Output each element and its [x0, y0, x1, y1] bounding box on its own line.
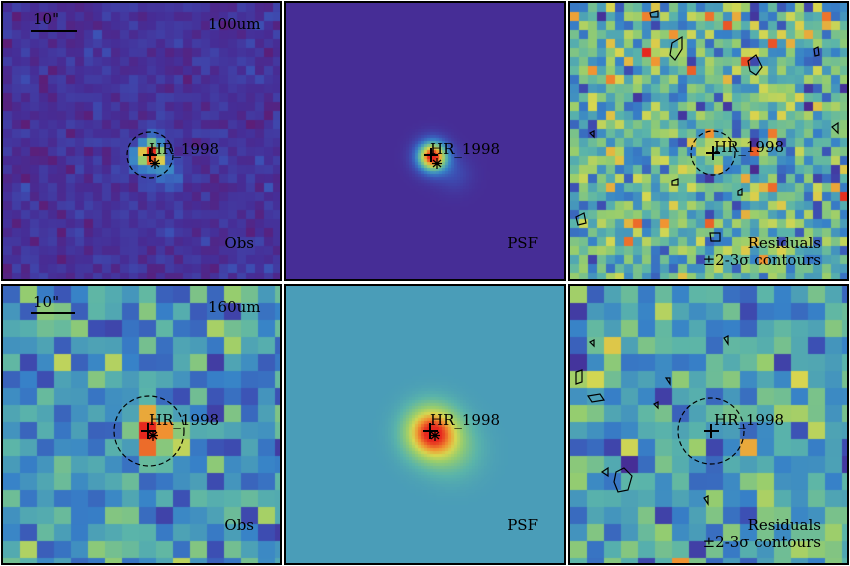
panel-sublabel-contours: ±2-3σ contours	[702, 533, 821, 551]
residual-contours	[575, 10, 839, 242]
position-cross	[704, 424, 719, 438]
aperture-circle	[113, 395, 185, 467]
position-cross	[143, 148, 157, 162]
panel-label-psf: PSF	[507, 234, 538, 252]
overlay-100um-residuals	[575, 10, 839, 242]
image-100um-residuals	[570, 3, 847, 279]
image-100um-obs	[3, 3, 280, 279]
scale-bar	[31, 30, 77, 32]
scale-label: 10"	[33, 293, 59, 311]
panel-label-obs: Obs	[224, 516, 254, 534]
image-100um-psf	[286, 3, 564, 279]
panel-100um-psf: HR_1998 PSF	[284, 1, 566, 281]
scale-label: 10"	[33, 10, 59, 28]
overlay-160um-obs	[113, 395, 185, 467]
source-label: HR_1998	[149, 140, 220, 158]
source-label: HR_1998	[430, 140, 501, 158]
star-marker	[432, 158, 442, 169]
panel-label-residuals: Residuals	[747, 234, 821, 252]
scale-bar	[31, 312, 75, 314]
source-label: HR_1998	[430, 411, 501, 429]
band-label: 160um	[208, 298, 261, 316]
aperture-circle	[690, 130, 736, 176]
overlay-160um-psf	[423, 423, 440, 441]
image-160um-psf	[286, 286, 564, 563]
image-160um-residuals	[570, 286, 847, 563]
panel-sublabel-contours: ±2-3σ contours	[702, 251, 821, 269]
position-cross	[706, 146, 720, 160]
star-marker	[150, 158, 160, 169]
panel-160um-obs: 10" 160um HR_1998 Obs	[1, 284, 282, 565]
overlay-160um-residuals	[575, 335, 745, 506]
overlay-100um-obs	[126, 131, 174, 179]
source-label: HR_1998	[149, 411, 220, 429]
aperture-circle	[126, 131, 174, 179]
band-label: 100um	[208, 15, 261, 33]
aperture-circle	[677, 397, 745, 465]
panel-100um-residuals: HR_1998 Residuals ±2-3σ contours	[568, 1, 849, 281]
panel-label-residuals: Residuals	[747, 516, 821, 534]
residual-contours	[575, 335, 729, 506]
source-label: HR_1998	[714, 138, 785, 156]
panel-label-psf: PSF	[507, 516, 538, 534]
star-marker	[430, 430, 440, 441]
overlay-100um-psf	[424, 148, 442, 169]
image-160um-obs	[3, 286, 280, 563]
star-marker	[148, 430, 158, 441]
panel-160um-psf: HR_1998 PSF	[284, 284, 566, 565]
panel-label-obs: Obs	[224, 234, 254, 252]
panel-160um-residuals: HR_1998 Residuals ±2-3σ contours	[568, 284, 849, 565]
panel-100um-obs: 10" 100um HR_1998 Obs	[1, 1, 282, 281]
position-cross	[424, 148, 438, 162]
source-label: HR_1998	[714, 411, 785, 429]
